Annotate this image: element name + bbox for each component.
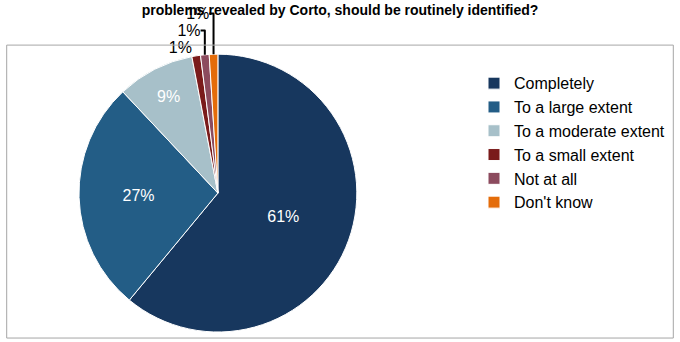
svg-text:Don't know: Don't know (514, 194, 593, 211)
svg-text:27%: 27% (123, 187, 155, 204)
svg-text:1%: 1% (169, 39, 192, 56)
svg-text:To a small extent: To a small extent (514, 147, 635, 164)
svg-text:61%: 61% (267, 208, 299, 225)
svg-text:Not at all: Not at all (514, 171, 577, 188)
svg-text:1%: 1% (186, 5, 209, 22)
svg-text:9%: 9% (157, 88, 180, 105)
svg-text:To a large extent: To a large extent (514, 99, 633, 116)
svg-text:To a moderate extent: To a moderate extent (514, 123, 665, 140)
svg-text:Completely: Completely (514, 75, 594, 92)
svg-text:problems revealed by Corto, sh: problems revealed by Corto, should be ro… (142, 2, 539, 18)
svg-text:1%: 1% (177, 22, 200, 39)
